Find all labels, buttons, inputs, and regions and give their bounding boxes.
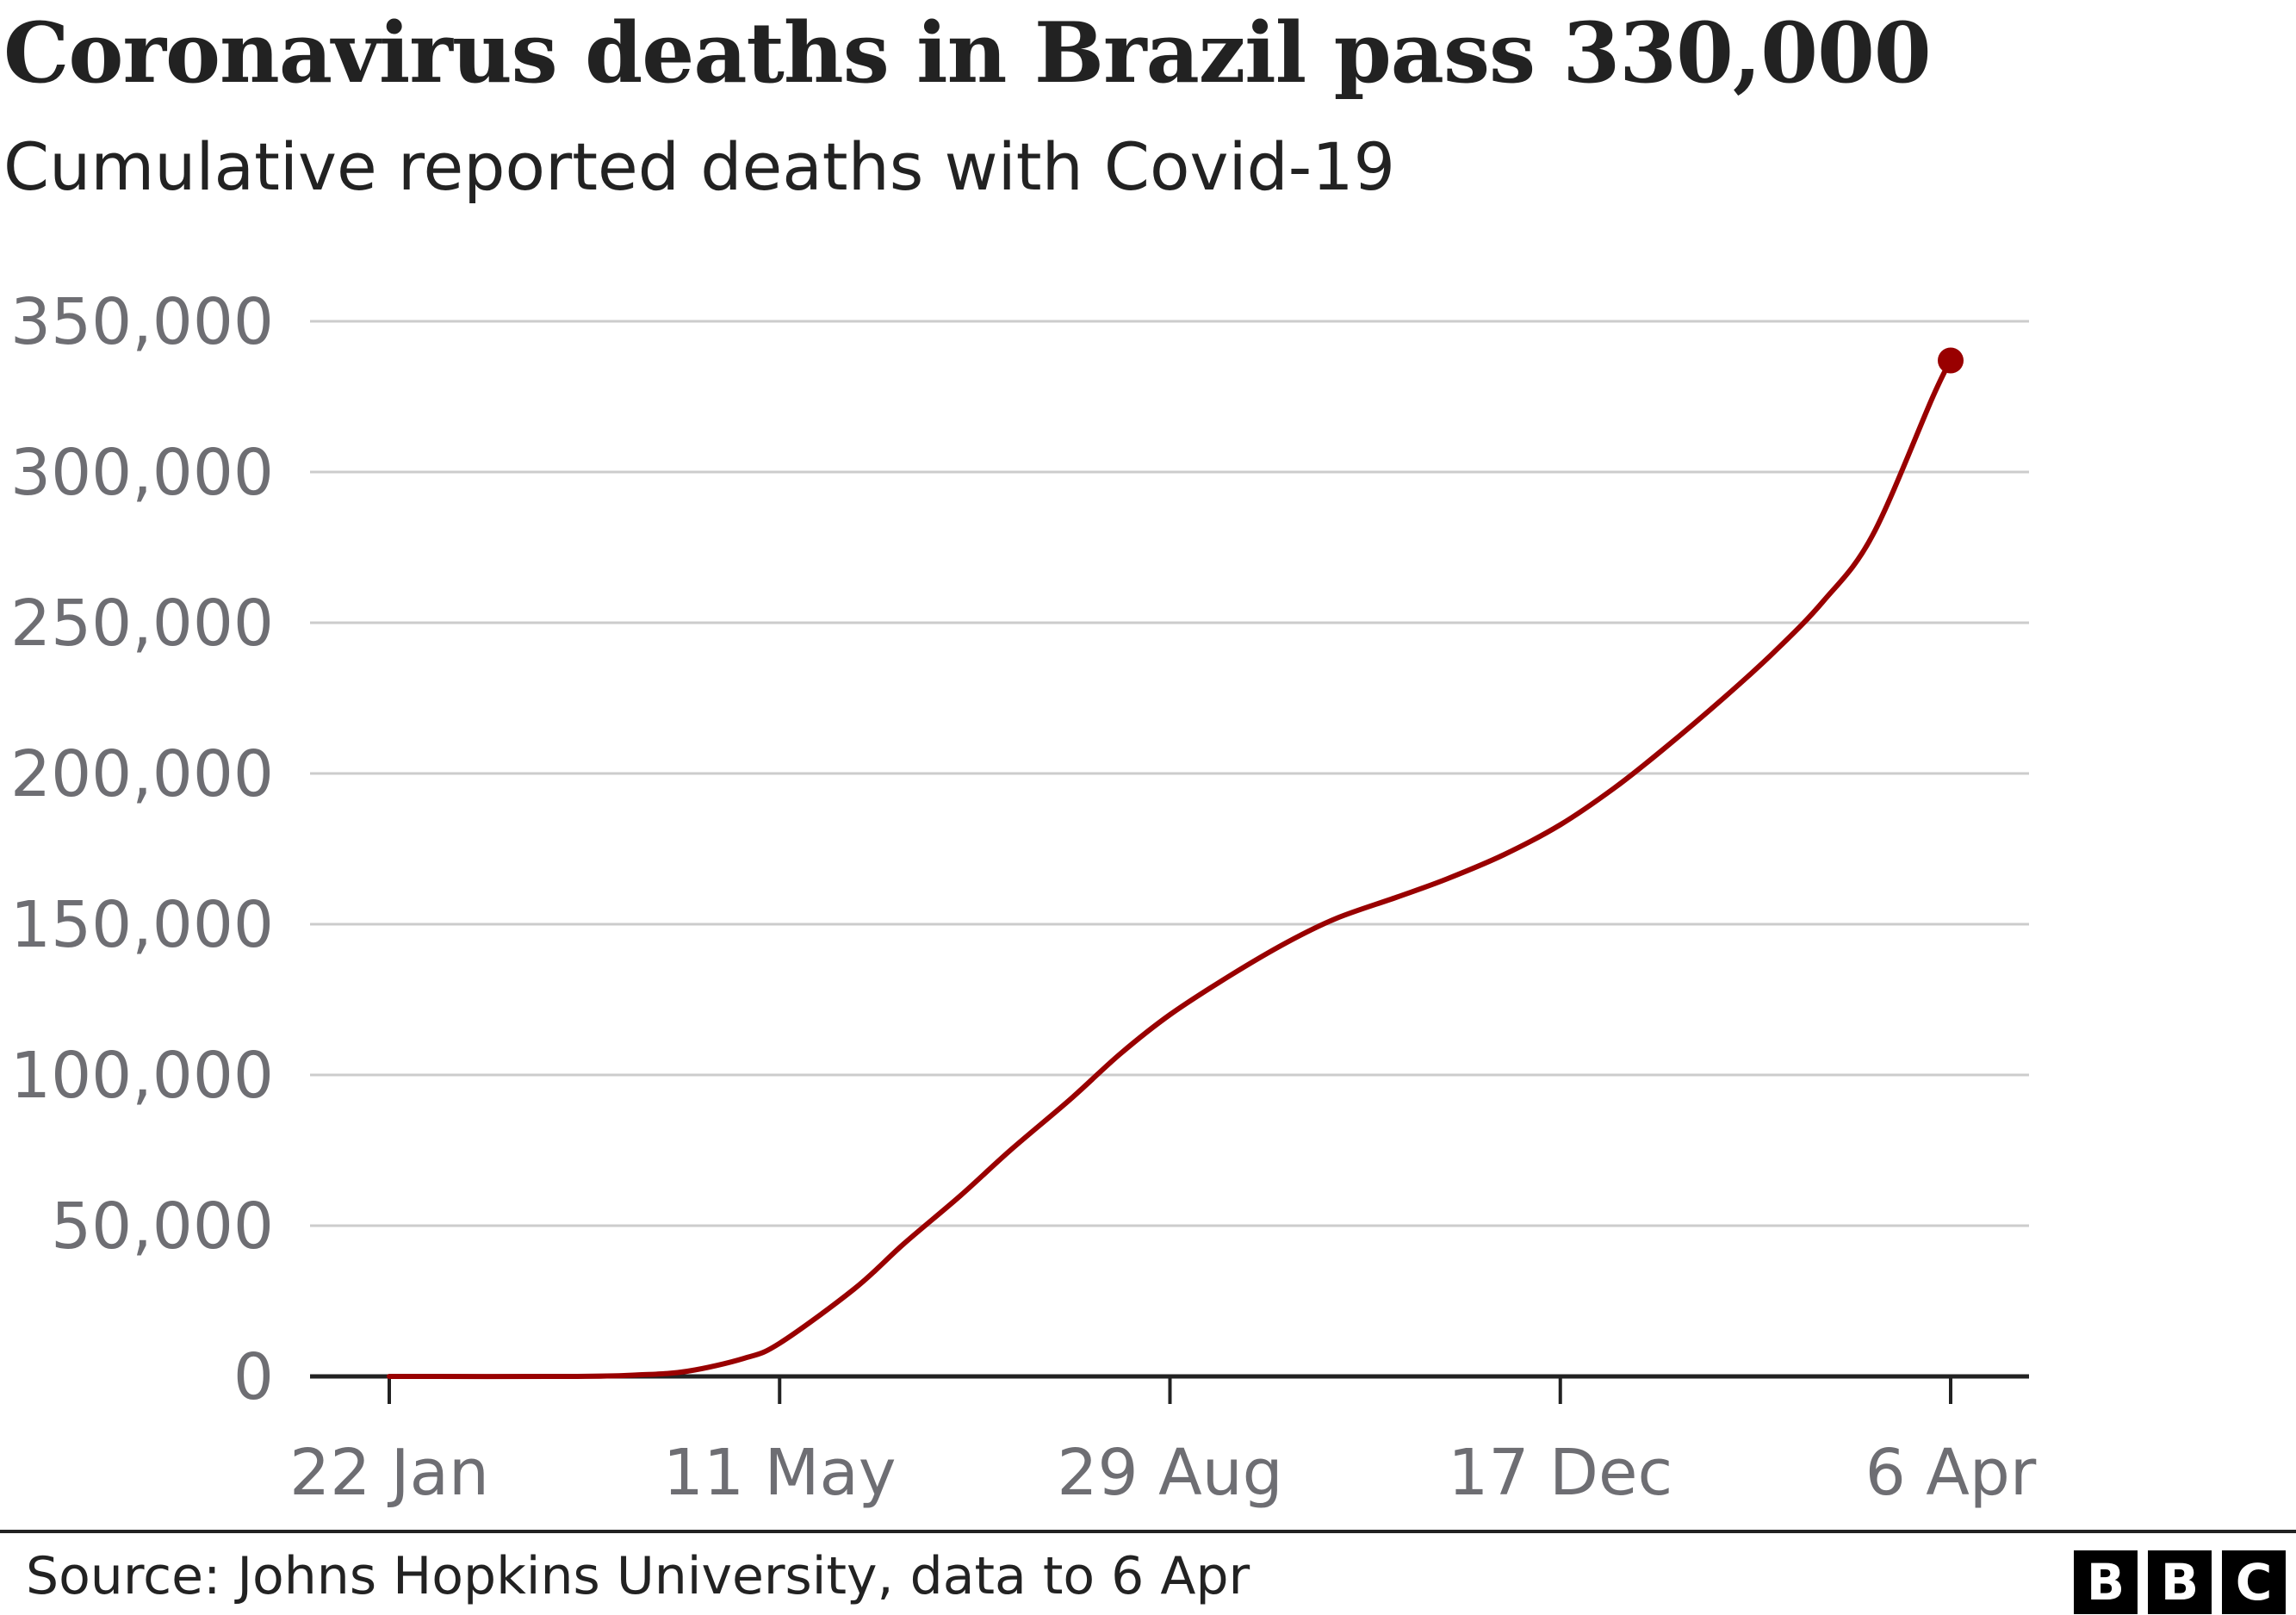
y-tick-label: 50,000 [51,1190,274,1264]
bbc-logo-block: B [2074,1550,2138,1614]
y-tick-label: 250,000 [10,587,274,661]
bbc-logo-block: B [2148,1550,2212,1614]
bbc-logo: B B C [2074,1550,2286,1614]
x-tick-label: 6 Apr [1865,1436,2037,1510]
x-tick-label: 29 Aug [1057,1436,1282,1510]
chart-subtitle: Cumulative reported deaths with Covid-19 [3,128,1395,205]
y-tick-label: 150,000 [10,888,274,962]
y-tick-label: 100,000 [10,1039,274,1113]
x-tick-label: 22 Jan [289,1436,489,1510]
footer-divider [0,1530,2296,1533]
series-line [387,357,1953,1380]
bbc-logo-block: C [2222,1550,2286,1614]
y-tick-label: 200,000 [10,737,274,811]
line-chart: 0 50,000 100,000 150,000 200,000 250,000 300,0… [10,285,2037,1510]
x-tick-label: 17 Dec [1448,1436,1672,1510]
x-tick-label: 11 May [663,1436,897,1510]
chart-title: Coronavirus deaths in Brazil pass 330,00… [3,4,1932,102]
y-tick-label: 350,000 [10,285,274,359]
source-note: Source: Johns Hopkins University, data t… [26,1546,1250,1606]
y-tick-label: 300,000 [10,436,274,510]
series-end-point [1938,347,1964,374]
y-tick-label: 0 [233,1340,274,1414]
